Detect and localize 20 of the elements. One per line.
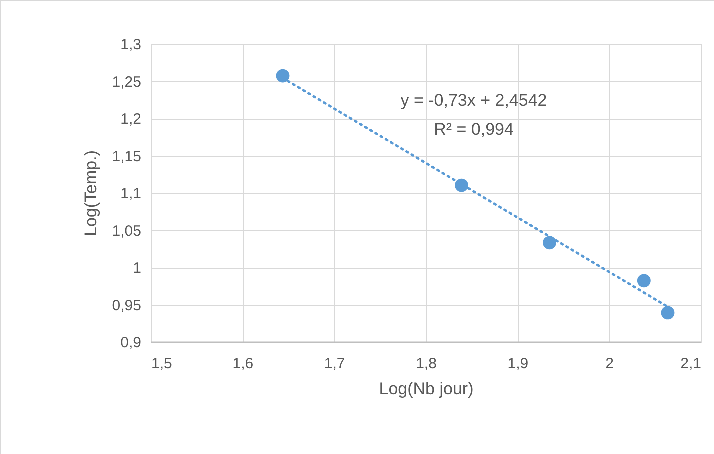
y-tick-label: 1,1 bbox=[120, 186, 142, 202]
y-tick-label: 0,95 bbox=[112, 297, 142, 314]
x-tick-label: 1,7 bbox=[324, 356, 346, 372]
x-tick-label: 1,5 bbox=[152, 356, 172, 372]
y-tick-label: 1,05 bbox=[112, 222, 142, 240]
x-tick-label: 1,9 bbox=[508, 356, 529, 372]
y-tick-label: 0,9 bbox=[120, 334, 142, 352]
x-tick-label: 1,8 bbox=[416, 356, 437, 372]
y-tick-label: 1,2 bbox=[120, 111, 142, 128]
x-tick-label: 2,1 bbox=[680, 356, 702, 372]
x-axis-title: Log(Nb jour) bbox=[379, 380, 474, 398]
y-tick-label: 1,3 bbox=[120, 36, 142, 54]
x-tick-label: 2 bbox=[606, 356, 614, 372]
x-tick-label: 1,6 bbox=[232, 356, 254, 372]
y-tick-label: 1,25 bbox=[112, 74, 142, 91]
y-axis-title: Log(Temp.) bbox=[81, 150, 100, 236]
y-tick-label: 1,15 bbox=[112, 148, 142, 166]
annotation: y = -0,73x + 2,4542 bbox=[400, 91, 548, 110]
y-tick-label: 1 bbox=[133, 260, 142, 277]
annotation: R² = 0,994 bbox=[434, 120, 514, 139]
